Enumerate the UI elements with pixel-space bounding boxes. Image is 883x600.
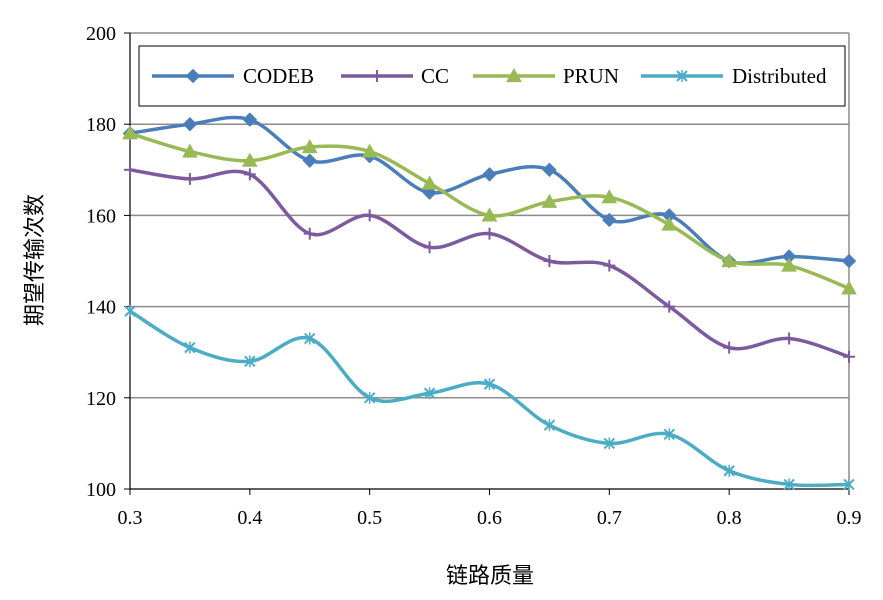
x-tick-label: 0.5 xyxy=(357,507,382,529)
legend-item-prun: PRUN xyxy=(473,64,619,88)
data-point-cc xyxy=(603,259,616,272)
x-tick-label: 0.4 xyxy=(237,507,262,529)
y-tick-label: 160 xyxy=(86,205,116,227)
data-point-prun xyxy=(481,207,498,222)
data-point-codeb xyxy=(182,116,198,132)
data-point-cc xyxy=(243,168,256,181)
series-codeb xyxy=(122,112,857,269)
data-point-distributed xyxy=(783,478,795,491)
legend-swatch-marker xyxy=(185,68,201,84)
legend-label-distributed: Distributed xyxy=(732,64,827,88)
data-point-cc xyxy=(783,332,796,345)
data-point-cc xyxy=(124,163,136,176)
y-tick-label: 100 xyxy=(86,479,116,501)
axes: 100 120 140 160 180 200 0.3 0.4 0.5 0.6 0.7 0.8 0.9 xyxy=(86,23,862,529)
data-point-codeb xyxy=(602,212,617,228)
data-point-prun xyxy=(361,143,378,158)
legend-label-cc: CC xyxy=(421,64,449,88)
x-axis-title: 链路质量 xyxy=(446,563,534,588)
y-axis-title: 期望传输次数 xyxy=(22,194,47,326)
data-point-distributed xyxy=(124,305,136,318)
data-point-distributed xyxy=(363,391,376,404)
legend-item-distributed: Distributed xyxy=(641,64,827,88)
data-point-prun xyxy=(841,280,857,295)
data-point-cc xyxy=(543,255,556,267)
data-point-prun xyxy=(601,189,618,204)
y-tick-label: 140 xyxy=(86,297,116,319)
data-point-distributed xyxy=(543,419,556,432)
data-point-cc xyxy=(363,209,376,222)
data-point-codeb xyxy=(482,167,497,182)
legend-swatch-marker xyxy=(371,70,383,82)
series-line-codeb xyxy=(129,115,850,265)
data-point-cc xyxy=(183,172,196,185)
x-tick-label: 0.3 xyxy=(118,507,143,529)
data-point-distributed xyxy=(304,332,316,345)
data-point-prun xyxy=(241,152,258,167)
data-point-prun xyxy=(661,216,678,231)
data-point-prun xyxy=(182,143,198,158)
data-point-prun xyxy=(721,252,738,268)
data-point-distributed xyxy=(723,464,735,477)
data-point-prun xyxy=(781,257,797,272)
data-point-prun xyxy=(301,138,318,154)
x-tick-label: 0.9 xyxy=(837,507,862,529)
series-group xyxy=(122,112,857,491)
x-tick-label: 0.8 xyxy=(717,507,742,529)
data-point-distributed xyxy=(843,478,855,491)
data-point-cc xyxy=(303,227,316,240)
data-point-prun xyxy=(122,125,138,140)
legend-label-prun: PRUN xyxy=(563,64,619,88)
y-tick-label: 180 xyxy=(86,114,116,136)
data-point-distributed xyxy=(244,355,256,368)
y-tick-label: 120 xyxy=(86,388,116,410)
data-point-cc xyxy=(843,350,855,363)
series-distributed xyxy=(124,305,855,491)
data-point-distributed xyxy=(483,378,496,391)
data-point-codeb xyxy=(242,112,258,127)
data-point-codeb xyxy=(841,253,857,269)
y-tick-label: 200 xyxy=(86,23,116,45)
x-tick-label: 0.6 xyxy=(477,507,502,529)
data-point-prun xyxy=(421,175,438,190)
data-point-distributed xyxy=(603,437,616,450)
data-point-prun xyxy=(541,193,558,208)
legend-item-cc: CC xyxy=(341,64,449,88)
x-tick-label: 0.7 xyxy=(597,507,622,529)
data-point-distributed xyxy=(423,387,436,400)
data-point-codeb xyxy=(542,162,557,178)
legend-label-codeb: CODEB xyxy=(243,64,314,88)
legend-swatch-marker xyxy=(506,67,522,83)
legend-swatch-marker xyxy=(676,70,688,82)
legend-item-codeb: CODEB xyxy=(152,64,314,88)
data-point-distributed xyxy=(184,341,196,354)
series-cc xyxy=(124,163,855,363)
data-point-cc xyxy=(483,227,496,240)
data-point-codeb xyxy=(302,153,317,168)
data-point-cc xyxy=(423,241,436,254)
legend: CODEB CC PRUN Distributed xyxy=(138,45,846,107)
series-prun xyxy=(122,125,857,295)
data-point-distributed xyxy=(663,428,675,441)
data-point-cc xyxy=(663,300,676,313)
data-point-cc xyxy=(723,341,736,354)
